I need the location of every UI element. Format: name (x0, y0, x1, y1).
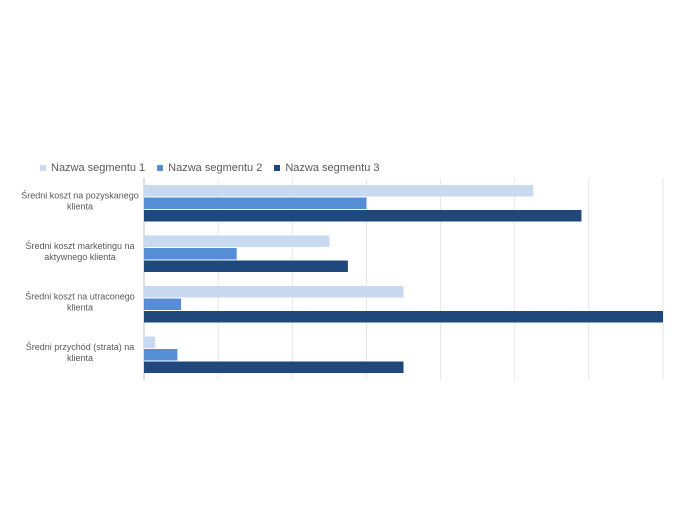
bar-series2-cat4 (144, 349, 178, 361)
category-label-line: Średni koszt na pozyskanego (21, 189, 139, 200)
bar-series3-cat2 (144, 260, 348, 272)
bar-series3-cat1 (144, 210, 582, 222)
category-label: Średni przychód (strata) na klienta (26, 341, 135, 363)
bar-series1-cat3 (144, 286, 404, 298)
bar-series2-cat2 (144, 248, 237, 260)
bar-series3-cat4 (144, 361, 404, 373)
legend-label: Nazwa segmentu 2 (168, 162, 263, 174)
legend-swatch (274, 165, 281, 171)
category-label-line: klienta (67, 201, 93, 211)
bar-series1-cat1 (144, 185, 534, 197)
legend-swatch (40, 165, 46, 171)
category-label-line: Średni koszt marketingu na (25, 240, 134, 251)
bar-series2-cat3 (144, 298, 182, 310)
category-label: Średni koszt na pozyskanego klienta (21, 189, 139, 211)
category-label-line: Średni przychód (strata) na (26, 341, 135, 352)
legend-label: Nazwa segmentu 3 (285, 162, 380, 174)
legend-item-2: Nazwa segmentu 2 (157, 162, 262, 174)
bar-series3-cat3 (144, 311, 663, 323)
category-label-line: Średni koszt na utraconego (25, 290, 135, 301)
legend-item-3: Nazwa segmentu 3 (274, 162, 380, 174)
category-label-line: aktywnego klienta (44, 252, 116, 262)
bar-series1-cat4 (144, 336, 156, 348)
legend-label: Nazwa segmentu 1 (51, 162, 146, 174)
category-label: Średni koszt na utraconego klienta (25, 290, 135, 312)
legend-swatch (157, 165, 164, 171)
category-label-line: klienta (67, 353, 93, 363)
legend-item-1: Nazwa segmentu 1 (40, 162, 145, 174)
bar-series2-cat1 (144, 197, 367, 209)
category-label-line: klienta (67, 302, 93, 312)
category-label: Średni koszt marketingu na aktywnego klie… (25, 240, 134, 262)
bar-series1-cat2 (144, 235, 330, 247)
chart-legend: Nazwa segmentu 1 Nazwa segmentu 2 Nazwa se… (40, 160, 380, 176)
